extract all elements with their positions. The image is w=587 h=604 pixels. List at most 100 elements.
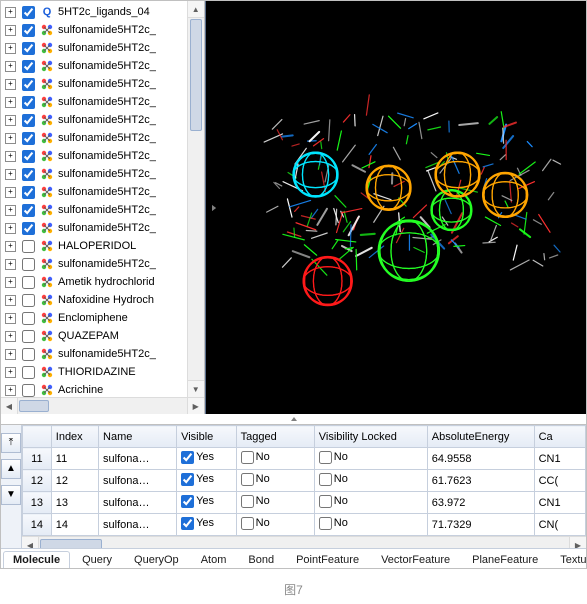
tree-item[interactable]: +Nafoxidine Hydroch: [1, 291, 204, 309]
cell-energy[interactable]: 64.9558: [427, 448, 534, 470]
tree-item[interactable]: +THIORIDAZINE: [1, 363, 204, 381]
tree-expander[interactable]: +: [5, 241, 16, 252]
table-row[interactable]: 1414sulfona…YesNoNo71.7329CN(: [23, 514, 586, 536]
tree-expander[interactable]: +: [5, 7, 16, 18]
cell-index[interactable]: 13: [51, 492, 98, 514]
visibility-locked-cell[interactable]: No: [319, 495, 348, 508]
tree-checkbox[interactable]: [22, 132, 35, 145]
cell-name[interactable]: sulfona…: [99, 448, 177, 470]
tree-vscrollbar[interactable]: ▲ ▼: [187, 1, 204, 397]
tree-checkbox[interactable]: [22, 240, 35, 253]
hscroll-thumb[interactable]: [19, 400, 49, 412]
row-header[interactable]: 11: [23, 448, 52, 470]
tree-expander[interactable]: +: [5, 223, 16, 234]
scroll-left-button[interactable]: ◀: [1, 398, 18, 414]
tree-checkbox[interactable]: [22, 312, 35, 325]
row-header[interactable]: 13: [23, 492, 52, 514]
cell-index[interactable]: 12: [51, 470, 98, 492]
tab-molecule[interactable]: Molecule: [3, 551, 70, 568]
visible-cell-checkbox[interactable]: [181, 473, 194, 486]
tree-expander[interactable]: +: [5, 205, 16, 216]
tree-checkbox[interactable]: [22, 258, 35, 271]
tree-expander[interactable]: +: [5, 349, 16, 360]
vscroll-thumb[interactable]: [190, 19, 202, 131]
row-header[interactable]: 14: [23, 514, 52, 536]
tree-expander[interactable]: +: [5, 151, 16, 162]
tree-expander[interactable]: +: [5, 79, 16, 90]
cell-ca[interactable]: CC(: [534, 470, 585, 492]
visibility-locked-cell-checkbox[interactable]: [319, 495, 332, 508]
tree-checkbox[interactable]: [22, 150, 35, 163]
tree-checkbox[interactable]: [22, 6, 35, 19]
tree-checkbox[interactable]: [22, 78, 35, 91]
tagged-cell-checkbox[interactable]: [241, 473, 254, 486]
row-header[interactable]: 12: [23, 470, 52, 492]
tree-checkbox[interactable]: [22, 168, 35, 181]
tab-pointfeature[interactable]: PointFeature: [286, 551, 369, 568]
tree-expander[interactable]: +: [5, 115, 16, 126]
visible-cell[interactable]: Yes: [181, 495, 214, 508]
tree-item[interactable]: +sulfonamide5HT2c_: [1, 21, 204, 39]
tree-item[interactable]: +sulfonamide5HT2c_: [1, 255, 204, 273]
cell-name[interactable]: sulfona…: [99, 514, 177, 536]
tree-checkbox[interactable]: [22, 186, 35, 199]
column-header[interactable]: Ca: [534, 426, 585, 448]
cell-energy[interactable]: 63.972: [427, 492, 534, 514]
tree-checkbox[interactable]: [22, 96, 35, 109]
tab-bond[interactable]: Bond: [238, 551, 284, 568]
tree-checkbox[interactable]: [22, 330, 35, 343]
column-header[interactable]: Tagged: [236, 426, 314, 448]
table-row[interactable]: 1212sulfona…YesNoNo61.7623CC(: [23, 470, 586, 492]
grid-scroll-right-button[interactable]: ▶: [569, 537, 586, 548]
table-row[interactable]: 1313sulfona…YesNoNo63.972CN1: [23, 492, 586, 514]
grid-scroll-left-button[interactable]: ◀: [22, 537, 39, 548]
tree-item[interactable]: +Acrichine: [1, 381, 204, 397]
tagged-cell-checkbox[interactable]: [241, 495, 254, 508]
cell-energy[interactable]: 71.7329: [427, 514, 534, 536]
tree-expander[interactable]: +: [5, 367, 16, 378]
cell-index[interactable]: 11: [51, 448, 98, 470]
tree-expander[interactable]: +: [5, 187, 16, 198]
tree-item[interactable]: +sulfonamide5HT2c_: [1, 129, 204, 147]
tree-expander[interactable]: +: [5, 25, 16, 36]
visible-cell[interactable]: Yes: [181, 517, 214, 530]
column-header[interactable]: Name: [99, 426, 177, 448]
column-header[interactable]: Index: [51, 426, 98, 448]
tree-expander[interactable]: +: [5, 133, 16, 144]
visible-cell[interactable]: Yes: [181, 451, 214, 464]
vsplitter-handle[interactable]: [209, 190, 219, 226]
cell-name[interactable]: sulfona…: [99, 470, 177, 492]
tagged-cell[interactable]: No: [241, 495, 270, 508]
tree-item[interactable]: +sulfonamide5HT2c_: [1, 165, 204, 183]
tagged-cell-checkbox[interactable]: [241, 451, 254, 464]
cell-energy[interactable]: 61.7623: [427, 470, 534, 492]
visible-cell-checkbox[interactable]: [181, 451, 194, 464]
cell-ca[interactable]: CN(: [534, 514, 585, 536]
nav-first-button[interactable]: ⤒: [1, 433, 21, 453]
scroll-down-button[interactable]: ▼: [188, 380, 204, 397]
scroll-right-button[interactable]: ▶: [187, 398, 204, 414]
tree-item[interactable]: +sulfonamide5HT2c_: [1, 201, 204, 219]
tree-checkbox[interactable]: [22, 276, 35, 289]
tree-expander[interactable]: +: [5, 259, 16, 270]
tagged-cell[interactable]: No: [241, 517, 270, 530]
tree-checkbox[interactable]: [22, 294, 35, 307]
viewer-canvas[interactable]: [206, 1, 586, 414]
visibility-locked-cell[interactable]: No: [319, 517, 348, 530]
tree-item[interactable]: +sulfonamide5HT2c_: [1, 345, 204, 363]
grid-hscrollbar[interactable]: ◀ ▶: [22, 536, 586, 548]
tree-expander[interactable]: +: [5, 313, 16, 324]
tree-checkbox[interactable]: [22, 42, 35, 55]
column-header[interactable]: Visible: [177, 426, 237, 448]
tagged-cell[interactable]: No: [241, 451, 270, 464]
tree-checkbox[interactable]: [22, 222, 35, 235]
tree-expander[interactable]: +: [5, 331, 16, 342]
tree-item[interactable]: +sulfonamide5HT2c_: [1, 39, 204, 57]
tree-expander[interactable]: +: [5, 277, 16, 288]
visible-cell-checkbox[interactable]: [181, 495, 194, 508]
tagged-cell-checkbox[interactable]: [241, 517, 254, 530]
grid-hscroll-thumb[interactable]: [40, 539, 102, 548]
column-header[interactable]: [23, 426, 52, 448]
tree-item[interactable]: +Enclomiphene: [1, 309, 204, 327]
cell-ca[interactable]: CN1: [534, 492, 585, 514]
